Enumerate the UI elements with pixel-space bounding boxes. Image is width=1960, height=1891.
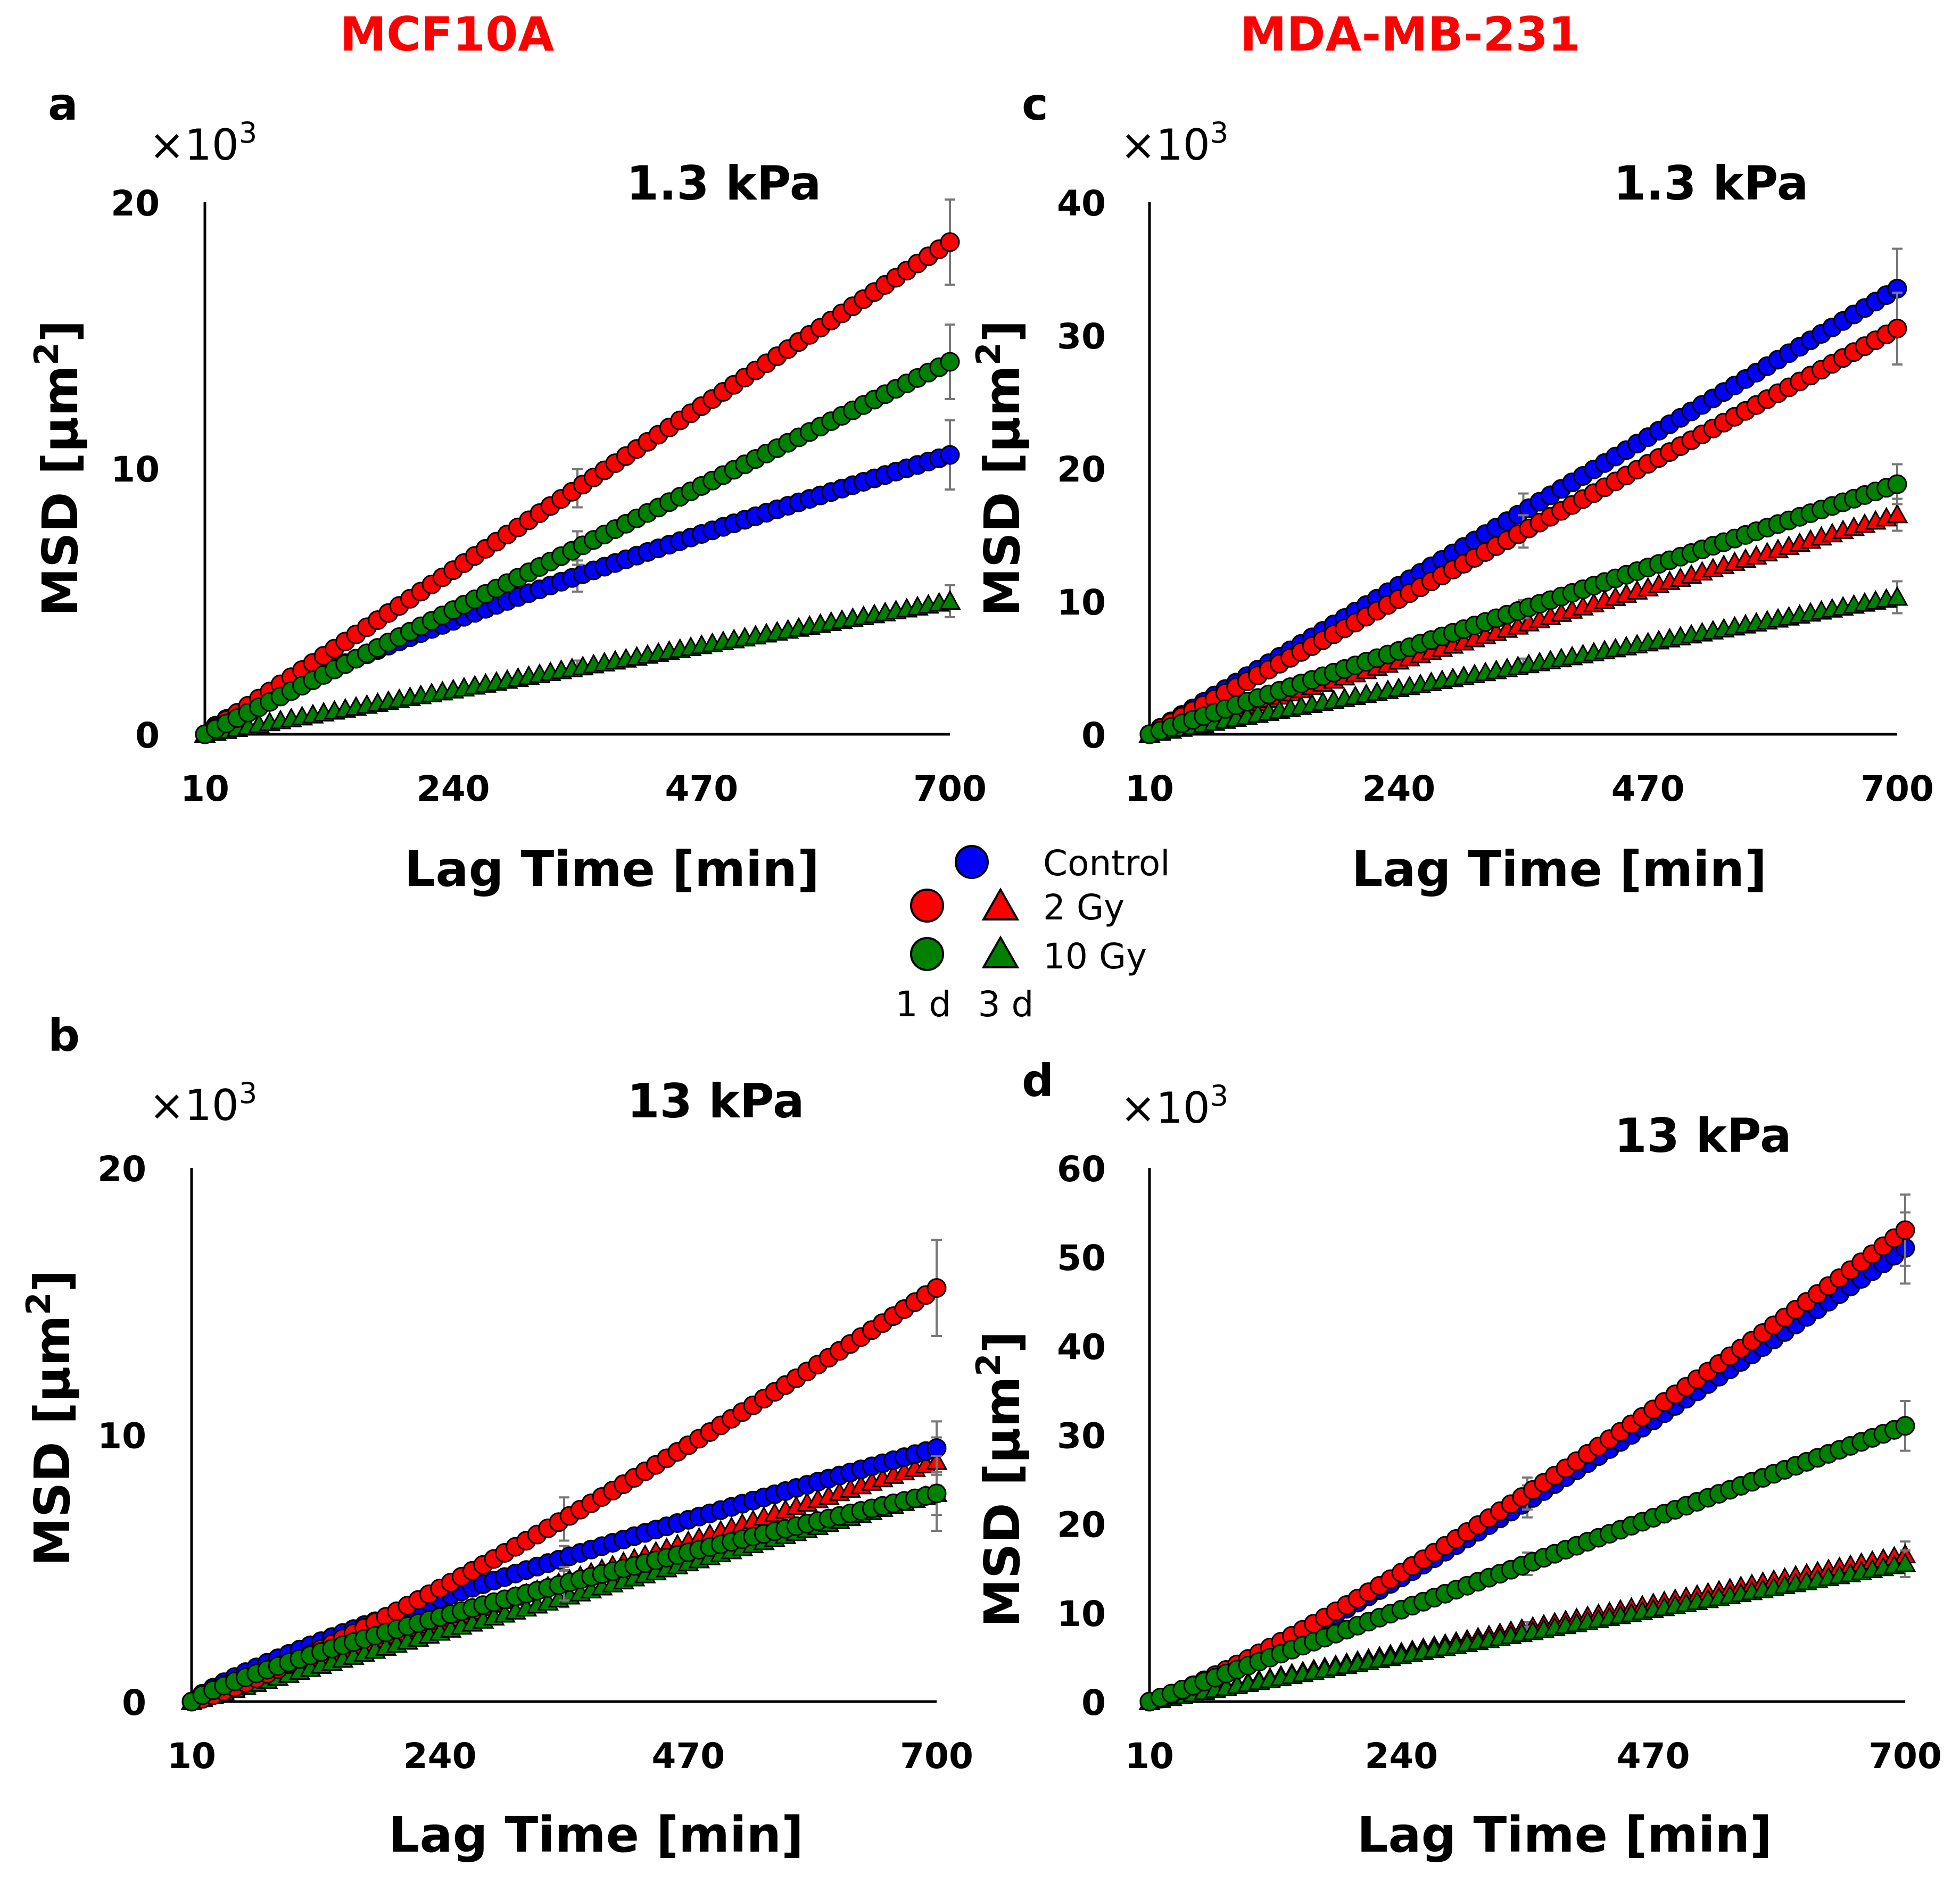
x-tick-label: 10 (1125, 1736, 1174, 1777)
legend-label-10gy: 10 Gy (1043, 936, 1147, 977)
data-point (1887, 474, 1907, 494)
panel-c: c ×103 1.3 kPa Lag Time [min] MSD [µm2] … (969, 78, 1934, 898)
column-title-mcf10a: MCF10A (340, 7, 555, 62)
data-point (927, 1438, 947, 1458)
data-point (1887, 319, 1907, 338)
plot-area: 10 240 470 700 0 10 20 (97, 1149, 973, 1777)
y-tick-label: 40 (1057, 1326, 1106, 1367)
y-axis-title: MSD [µm2] (969, 320, 1031, 616)
series-10-gy-1-d (1139, 463, 1907, 744)
legend-marker-2gy-3d (981, 887, 1020, 920)
x-tick-label: 700 (913, 768, 987, 809)
panel-d: d ×103 13 kPa Lag Time [min] MSD [µm2] 1… (969, 1055, 1942, 1863)
series-10-gy-1-d (195, 324, 960, 744)
x-tick-label: 240 (1362, 768, 1435, 809)
data-point (1886, 586, 1908, 606)
x-tick-label: 10 (180, 768, 229, 809)
y-tick-label: 20 (111, 183, 160, 224)
x-axis-title: Lag Time [min] (388, 1806, 804, 1863)
data-point (1894, 1552, 1916, 1572)
y-tick-label: 10 (1057, 582, 1106, 623)
panel-a: a ×103 1.3 kPa Lag Time [min] MSD [µm2] … (27, 78, 987, 898)
y-tick-label: 40 (1057, 183, 1106, 224)
x-tick-label: 470 (1611, 768, 1685, 809)
data-point (927, 1483, 947, 1504)
y-tick-label: 20 (1057, 449, 1106, 490)
panel-letter: b (48, 1009, 80, 1061)
x-tick-label: 470 (1617, 1736, 1690, 1777)
series-10-gy-3-d (194, 584, 961, 743)
legend-marker-10gy-1d (910, 937, 944, 971)
x-tick-label: 700 (900, 1736, 973, 1777)
y-tick-label: 10 (1057, 1594, 1106, 1635)
y-tick-label: 10 (111, 449, 160, 490)
y-tick-label: 30 (1057, 316, 1106, 357)
y-multiplier: ×103 (149, 116, 257, 170)
series-10-gy-3-d (1138, 580, 1908, 743)
x-axis-title: Lag Time [min] (404, 841, 820, 898)
y-tick-label: 0 (135, 715, 160, 756)
y-axis-title: MSD [µm2] (27, 320, 89, 616)
x-tick-label: 470 (665, 768, 738, 809)
legend-label-control: Control (1043, 843, 1170, 884)
x-tick-label: 240 (1364, 1736, 1438, 1777)
data-point (940, 352, 960, 372)
y-tick-label: 20 (1057, 1505, 1106, 1546)
x-tick-label: 700 (1860, 768, 1934, 809)
legend-marker-control-1d (955, 845, 989, 879)
x-tick-label: 240 (403, 1736, 477, 1777)
x-tick-label: 10 (1125, 768, 1174, 809)
y-tick-label: 60 (1057, 1149, 1106, 1190)
y-tick-label: 0 (122, 1682, 146, 1723)
series-10-gy-1-d (181, 1455, 947, 1712)
y-tick-label: 0 (1081, 715, 1106, 756)
x-tick-label: 240 (417, 768, 490, 809)
y-axis-title: MSD [µm2] (969, 1331, 1031, 1627)
data-point (939, 590, 961, 610)
panel-title: 13 kPa (627, 1074, 804, 1129)
legend-label-2gy: 2 Gy (1043, 887, 1124, 928)
x-tick-label: 700 (1868, 1736, 1942, 1777)
panel-title: 1.3 kPa (626, 156, 822, 211)
y-tick-label: 30 (1057, 1416, 1106, 1457)
y-multiplier: ×103 (1120, 1079, 1228, 1133)
x-axis-title: Lag Time [min] (1352, 841, 1767, 898)
data-point (1886, 503, 1908, 524)
panel-title: 13 kPa (1614, 1108, 1791, 1163)
plot-area: 10 240 470 700 0 10 20 (111, 183, 987, 809)
x-axis-title: Lag Time [min] (1357, 1806, 1772, 1863)
legend: Control 2 Gy 10 Gy 1 d 3 d (896, 843, 1170, 1025)
x-tick-label: 470 (651, 1736, 725, 1777)
data-point (940, 445, 960, 465)
panel-title: 1.3 kPa (1614, 156, 1809, 211)
data-point (940, 232, 960, 252)
legend-marker-10gy-3d (981, 935, 1020, 968)
legend-marker-2gy-1d (910, 889, 944, 923)
panel-b: b ×103 13 kPa Lag Time [min] MSD [µm2] 1… (19, 1009, 973, 1863)
y-tick-label: 10 (97, 1416, 146, 1457)
y-tick-label: 20 (97, 1149, 146, 1190)
legend-time-3d: 3 d (978, 984, 1034, 1025)
data-point (927, 1278, 947, 1298)
data-point (1895, 1220, 1915, 1240)
panel-letter: d (1022, 1055, 1054, 1107)
y-multiplier: ×103 (149, 1076, 257, 1130)
y-multiplier: ×103 (1120, 116, 1228, 170)
plot-area: 10 240 470 700 0 10 20 30 40 50 60 (1057, 1149, 1942, 1777)
panel-letter: a (48, 78, 78, 130)
series-2-gy-1-d (195, 198, 960, 744)
y-tick-label: 0 (1081, 1682, 1106, 1723)
y-tick-label: 50 (1057, 1238, 1106, 1279)
series-10-gy-1-d (1139, 1399, 1915, 1712)
panel-letter: c (1022, 78, 1048, 130)
data-point (1895, 1416, 1915, 1436)
legend-time-1d: 1 d (896, 984, 952, 1025)
column-title-mda-mb-231: MDA-MB-231 (1240, 7, 1581, 62)
y-axis-title: MSD [µm2] (19, 1270, 81, 1566)
plot-area: 10 240 470 700 0 10 20 30 40 (1057, 183, 1934, 809)
x-tick-label: 10 (167, 1736, 216, 1777)
